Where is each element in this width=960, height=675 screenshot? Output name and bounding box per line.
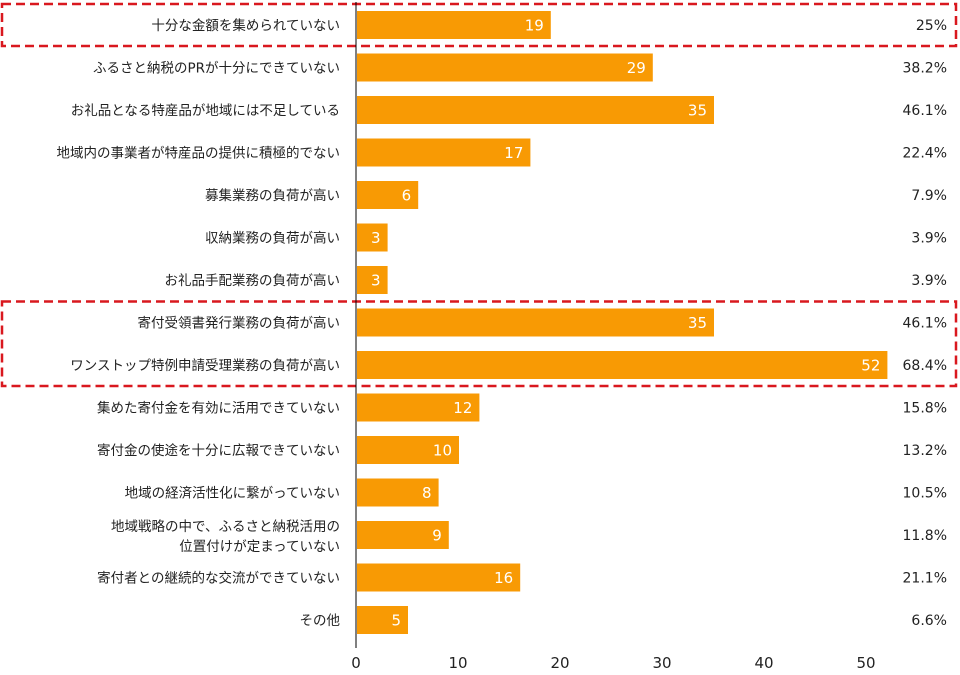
category-label-line: 寄付者との継続的な交流ができていない <box>97 570 340 587</box>
bar-value-label: 19 <box>525 17 544 35</box>
percentage-label: 10.5% <box>903 486 947 502</box>
bar-value-label: 3 <box>371 272 381 290</box>
x-tick-label: 20 <box>550 654 569 672</box>
percentage-label: 3.9% <box>911 231 947 247</box>
bar-value-label: 8 <box>422 484 432 502</box>
x-tick-label: 0 <box>351 654 361 672</box>
bar-value-label: 10 <box>433 442 452 460</box>
bar <box>357 478 439 507</box>
bar-value-label: 35 <box>688 314 707 332</box>
category-label-line: ワンストップ特例申請受理業務の負荷が高い <box>70 357 340 374</box>
bar-value-label: 6 <box>402 187 412 205</box>
category-label: お礼品手配業務の負荷が高い <box>165 272 341 289</box>
bar <box>357 11 551 39</box>
x-axis-ticks: 0 10 20 30 40 50 <box>351 654 875 672</box>
percentage-label: 11.8% <box>903 528 947 544</box>
category-label-line: 地域内の事業者が特産品の提供に積極的でない <box>57 146 341 162</box>
category-label-line: 収納業務の負荷が高い <box>205 230 340 247</box>
category-label: ふるさと納税のPRが十分にできていない <box>93 61 340 77</box>
category-label-line: 集めた寄付金を有効に活用できていない <box>97 400 340 417</box>
bar-value-label: 29 <box>627 59 646 77</box>
bar <box>357 181 419 209</box>
x-tick-label: 30 <box>652 654 671 672</box>
percentage-label: 15.8% <box>903 401 947 417</box>
bar-value-label: 16 <box>494 569 513 587</box>
bar-value-label: 3 <box>371 229 381 247</box>
highlight-boxes <box>0 2 958 388</box>
category-label-line: お礼品となる特産品が地域には不足している <box>71 103 340 119</box>
percentage-label: 68.4% <box>903 358 947 374</box>
percentage-label: 46.1% <box>903 103 947 119</box>
x-tick-label: 50 <box>856 654 875 672</box>
category-label-line: お礼品手配業務の負荷が高い <box>165 272 341 289</box>
category-label: 寄付者との継続的な交流ができていない <box>97 570 340 587</box>
bar <box>357 606 408 634</box>
highlight-box <box>0 2 958 48</box>
category-labels: 十分な金額を集められていないふるさと納税のPRが十分にできていないお礼品となる特… <box>57 18 341 629</box>
category-label: 地域内の事業者が特産品の提供に積極的でない <box>57 146 341 162</box>
percentage-label: 21.1% <box>903 571 947 587</box>
highlight-box <box>0 300 958 388</box>
bar <box>357 53 653 82</box>
x-tick-label: 10 <box>448 654 467 672</box>
bar-value-label: 5 <box>391 612 401 630</box>
bar <box>357 223 388 252</box>
category-label: 収納業務の負荷が高い <box>205 230 340 247</box>
bar-value-label: 9 <box>432 527 442 545</box>
category-label: 寄付受領書発行業務の負荷が高い <box>138 315 341 332</box>
percentage-label: 46.1% <box>903 316 947 332</box>
bar <box>357 138 531 167</box>
category-label: 募集業務の負荷が高い <box>205 187 340 204</box>
category-label: 寄付金の使途を十分に広報できていない <box>97 442 340 459</box>
category-label: 地域戦略の中で、ふるさと納税活用の位置付けが定まっていない <box>111 519 340 555</box>
bar <box>357 393 480 422</box>
category-label-line: 募集業務の負荷が高い <box>205 187 340 204</box>
bar <box>357 563 521 592</box>
percentage-label: 25% <box>916 18 947 34</box>
bar <box>357 96 714 124</box>
bar-value-label: 35 <box>688 102 707 120</box>
percentage-label: 3.9% <box>911 273 947 289</box>
category-label-line: 寄付受領書発行業務の負荷が高い <box>138 315 341 332</box>
category-label-line: 地域戦略の中で、ふるさと納税活用の <box>111 519 340 535</box>
category-label: ワンストップ特例申請受理業務の負荷が高い <box>70 357 340 374</box>
x-tick-label: 40 <box>754 654 773 672</box>
bars-group: 19 29 35 17 6 3 3 35 52 12 10 8 9 16 5 <box>357 11 888 634</box>
bar <box>357 521 449 549</box>
category-label: 集めた寄付金を有効に活用できていない <box>97 400 340 417</box>
category-label-line: 寄付金の使途を十分に広報できていない <box>97 442 340 459</box>
category-label-line: 地域の経済活性化に繋がっていない <box>125 486 340 502</box>
bar <box>357 351 888 379</box>
bar <box>357 308 714 337</box>
percentage-label: 6.6% <box>911 613 947 629</box>
bar-value-label: 17 <box>504 144 523 162</box>
bar-value-label: 12 <box>453 399 472 417</box>
percentage-label: 13.2% <box>903 443 947 459</box>
category-label-line: 位置付けが定まっていない <box>179 539 340 555</box>
category-label: お礼品となる特産品が地域には不足している <box>71 103 340 119</box>
bar <box>357 266 388 294</box>
percentage-labels: 25% 38.2% 46.1% 22.4% 7.9% 3.9% 3.9% 46.1% 68.4%… <box>903 18 947 629</box>
percentage-label: 7.9% <box>911 188 947 204</box>
category-label-line: ふるさと納税のPRが十分にできていない <box>93 61 340 77</box>
category-label-line: 十分な金額を集められていない <box>151 18 340 34</box>
bar-value-label: 52 <box>861 357 880 375</box>
category-label: その他 <box>300 613 341 629</box>
percentage-label: 38.2% <box>903 61 947 77</box>
category-label-line: その他 <box>300 613 341 629</box>
category-label: 地域の経済活性化に繋がっていない <box>125 486 340 502</box>
percentage-label: 22.4% <box>903 146 947 162</box>
category-label: 十分な金額を集められていない <box>151 18 340 34</box>
bar <box>357 436 459 464</box>
